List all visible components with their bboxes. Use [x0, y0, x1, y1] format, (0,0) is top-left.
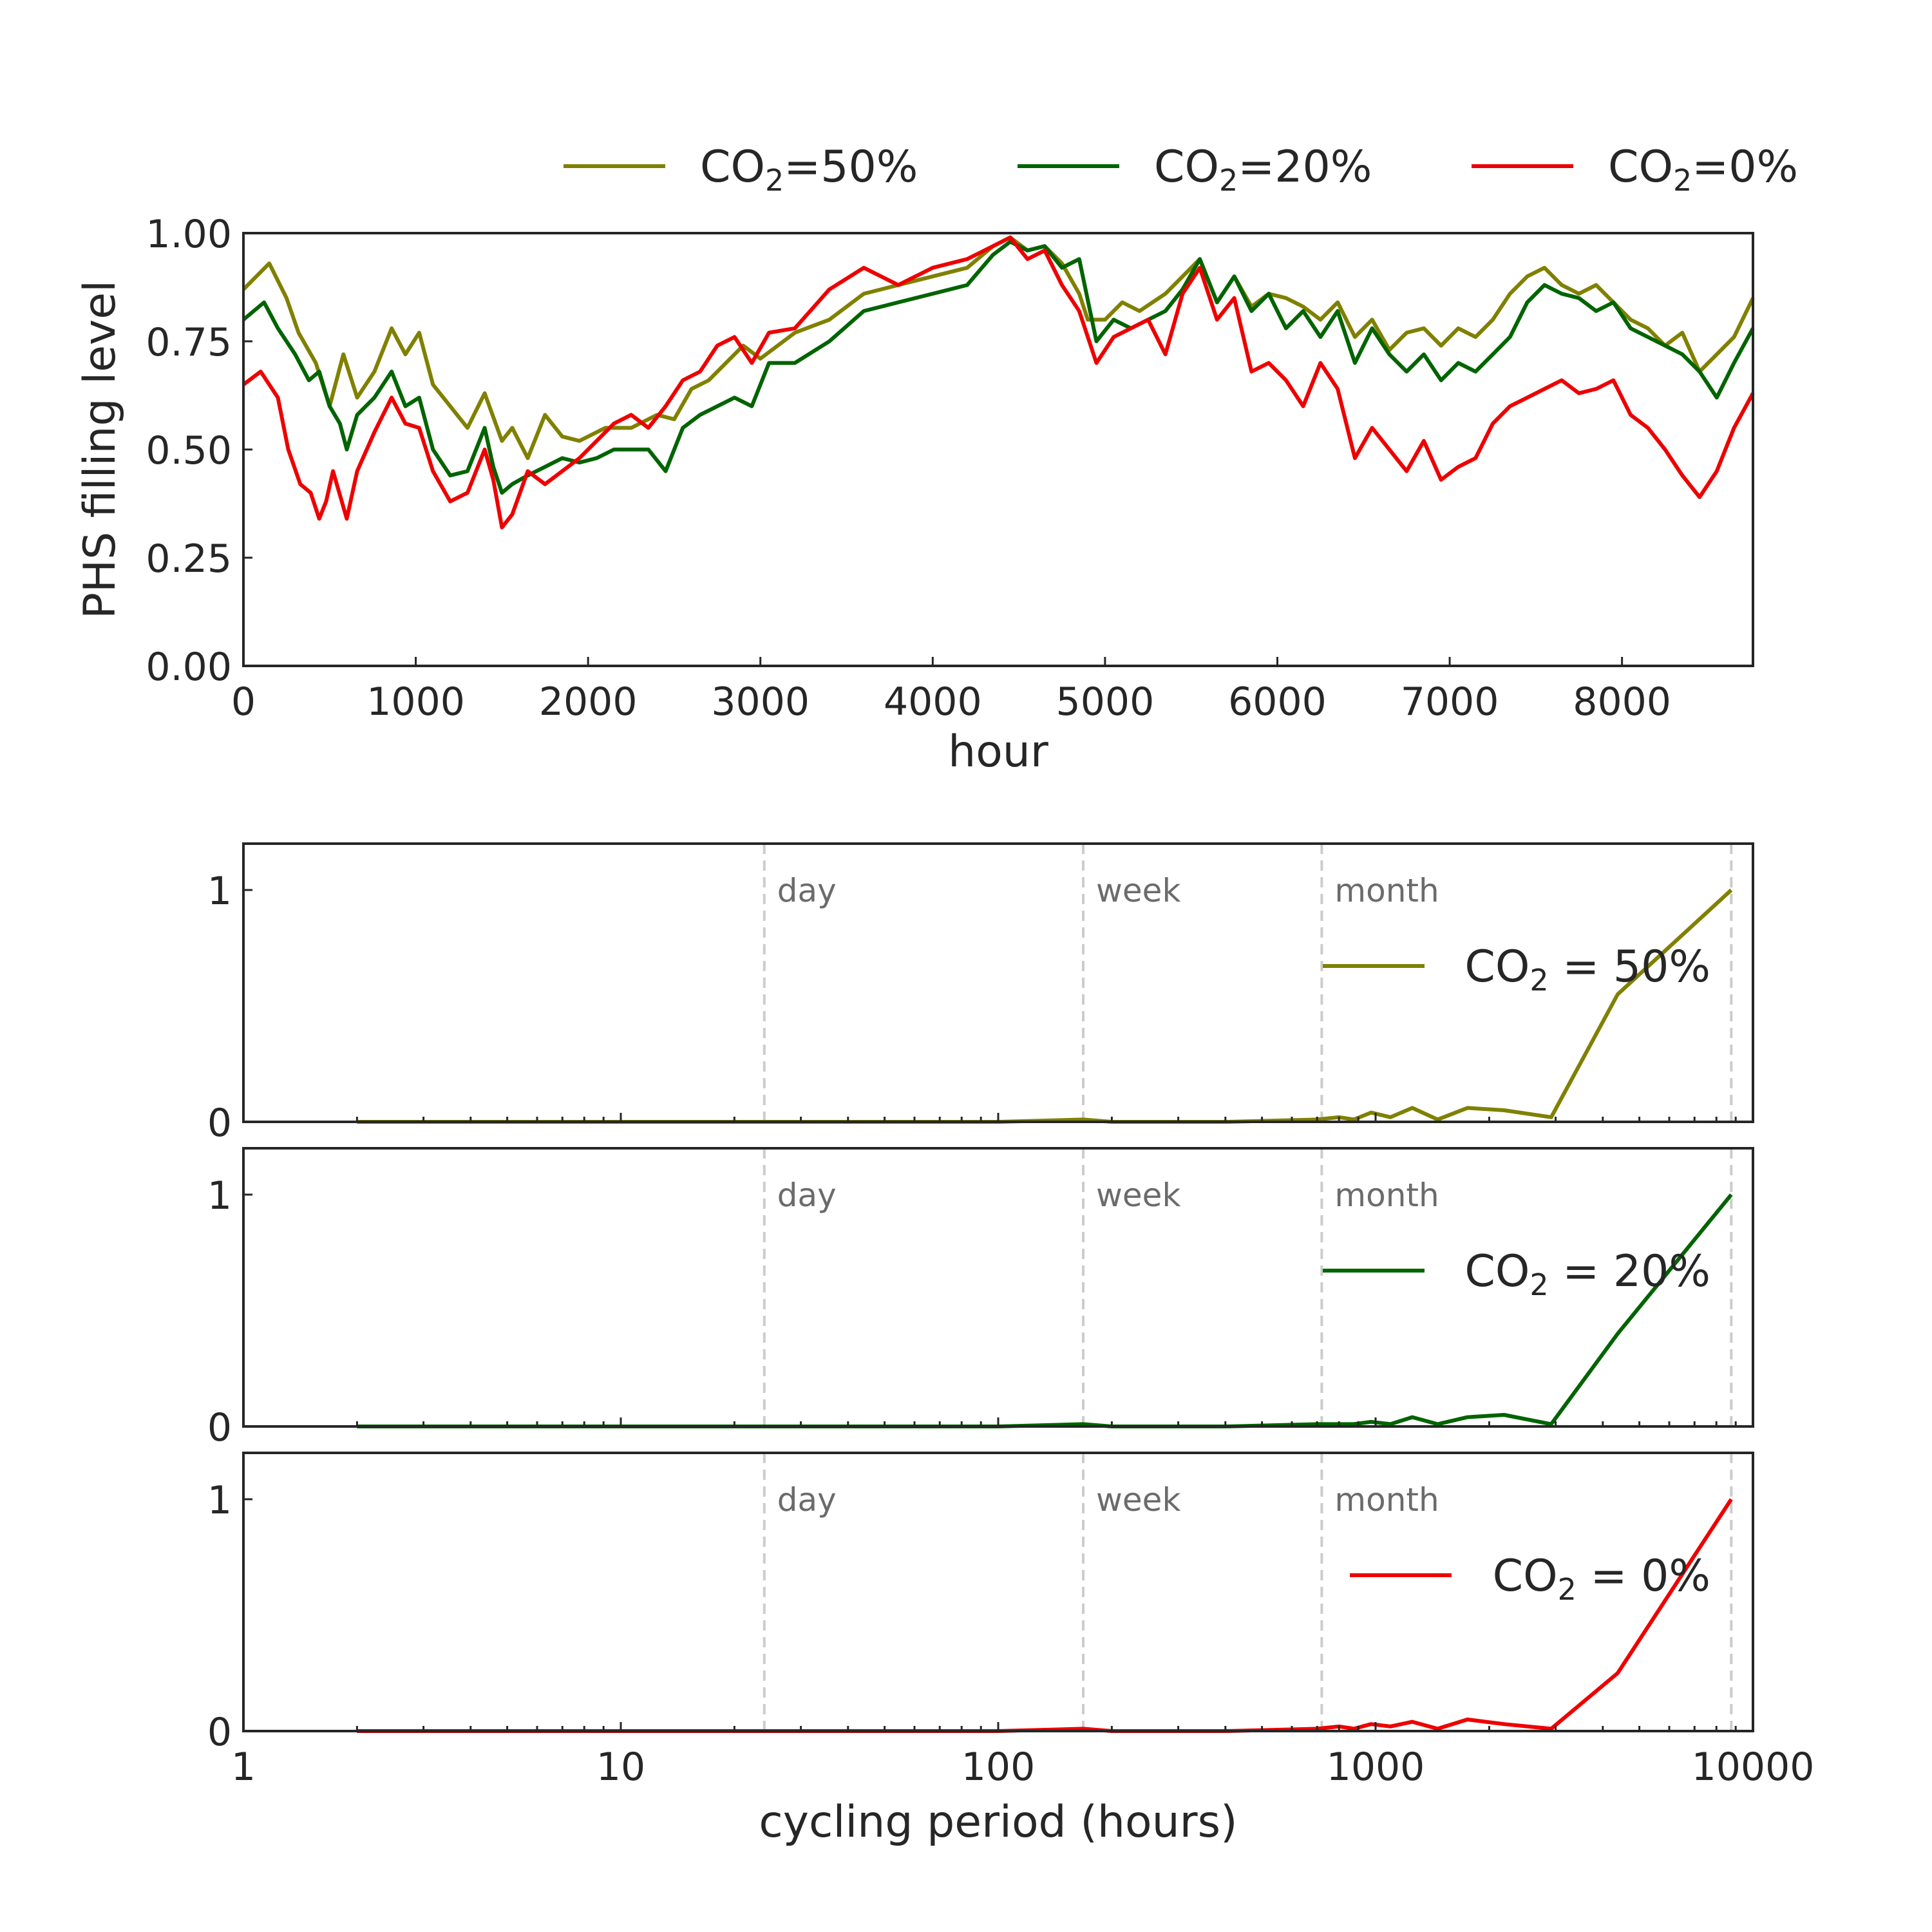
series-line-co2_50 [242, 235, 1755, 460]
y-tick-label: 0 [207, 1101, 232, 1146]
series-line [357, 1498, 1733, 1733]
plot-frame [242, 232, 1754, 667]
y-tick-label: 0 [207, 1710, 232, 1755]
spectrum-panel-co2_50: day week month 0 1 CO2 = 50% [207, 842, 1754, 1146]
x-tick-label: 8000 [1573, 679, 1671, 724]
reference-label: month [1334, 1481, 1439, 1519]
x-tick-label: 3000 [711, 679, 810, 724]
y-tick-label: 0.50 [146, 428, 232, 473]
series-line [357, 888, 1733, 1124]
x-tick-label: 7000 [1401, 679, 1499, 724]
reference-label: month [1334, 1177, 1439, 1214]
y-axis-label: PHS filling level [75, 280, 126, 619]
x-axis-label: cycling period (hours) [759, 1797, 1237, 1848]
x-tick-label: 1000 [366, 679, 465, 724]
x-tick-label: 5000 [1056, 679, 1155, 724]
legend-entry: CO2=50% [700, 142, 918, 198]
y-tick-label: 1 [207, 869, 232, 914]
legend-entry: CO2 = 20% [1464, 1246, 1710, 1302]
legend-entry: CO2=20% [1154, 142, 1372, 198]
reference-label: week [1096, 872, 1180, 909]
legend-entry: CO2 = 50% [1464, 942, 1710, 998]
x-tick-label: 2000 [539, 679, 638, 724]
reference-label: day [777, 872, 837, 909]
y-tick-label: 0.00 [146, 645, 232, 690]
reference-label: week [1096, 1481, 1180, 1519]
x-tick-label: 6000 [1228, 679, 1327, 724]
y-tick-label: 1 [207, 1478, 232, 1523]
spectrum-panel-co2_20: day week month 0 1 CO2 = 20% [207, 1147, 1754, 1450]
y-tick-label: 0.75 [146, 320, 232, 365]
reference-label: week [1096, 1177, 1180, 1214]
series-line [357, 1193, 1733, 1428]
y-tick-label: 0 [207, 1405, 232, 1450]
x-axis-label: hour [948, 726, 1048, 777]
y-tick-label: 0.25 [146, 536, 232, 582]
x-tick-label: 1000 [1327, 1745, 1425, 1790]
x-tick-label: 100 [961, 1745, 1036, 1790]
legend-entry: CO2 = 0% [1493, 1551, 1710, 1607]
phs-panel: 0 1000 2000 3000 4000 5000 6000 7000 8000 0.00 0.2… [75, 142, 1798, 777]
spectrum-panel-co2_0: day week month 0 1 CO2 = 0% [207, 1452, 1754, 1755]
x-tick-label: 10 [596, 1745, 645, 1790]
reference-label: day [777, 1481, 837, 1519]
x-tick-label: 10000 [1692, 1745, 1815, 1790]
legend-entry: CO2=0% [1608, 142, 1798, 198]
x-tick-label: 1 [231, 1745, 256, 1790]
series-line-co2_0 [242, 235, 1755, 529]
reference-label: month [1334, 872, 1439, 909]
x-tick-label: 4000 [884, 679, 982, 724]
x-tick-label: 0 [231, 679, 256, 724]
y-tick-label: 1.00 [146, 212, 232, 257]
reference-label: day [777, 1177, 837, 1214]
series-line-co2_20 [242, 240, 1755, 495]
y-tick-label: 1 [207, 1173, 232, 1218]
